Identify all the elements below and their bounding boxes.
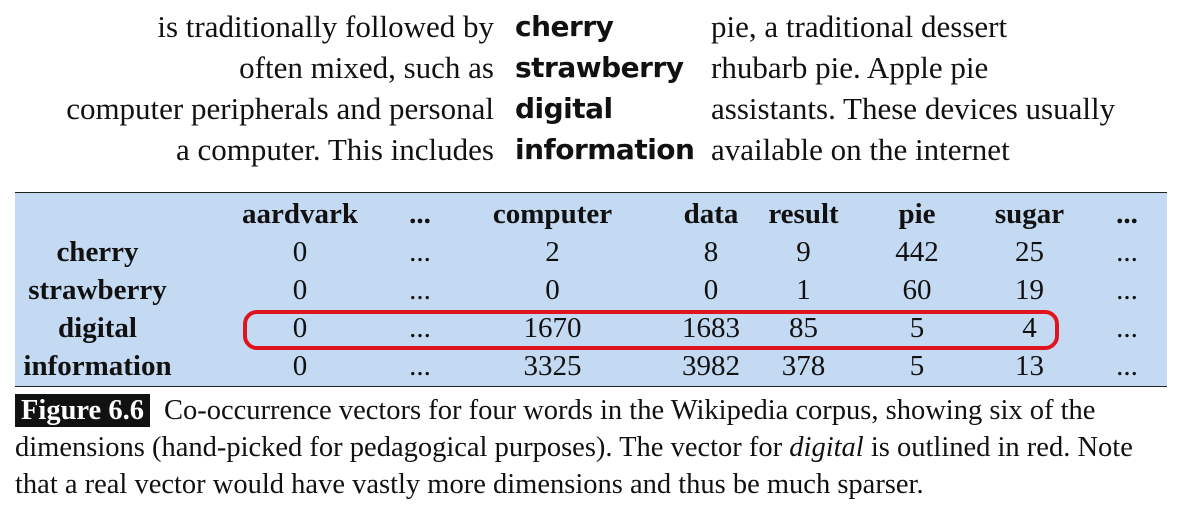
- concordance-line: is traditionally followed by cherry pie,…: [0, 6, 1187, 47]
- table-row: cherry 0 ... 2 8 9 442 25 ...: [15, 233, 1167, 271]
- table-cell: 1683: [682, 312, 740, 344]
- column-header: ...: [409, 198, 431, 230]
- table-cell: 5: [909, 350, 925, 382]
- table-row: information 0 ... 3325 3982 378 5 13 ...: [15, 347, 1167, 385]
- caption-emphasis: digital: [789, 432, 864, 463]
- table-cell: ...: [1116, 274, 1138, 306]
- concordance-line: a computer. This includes information av…: [0, 129, 1187, 170]
- caption-text: is outlined in red. Note that a real vec…: [15, 432, 1133, 500]
- table-cell: ...: [1116, 312, 1138, 344]
- cooccurrence-table: aardvark ... computer data result pie su…: [15, 192, 1167, 387]
- keyword: strawberry: [515, 51, 684, 84]
- right-context: pie, a traditional dessert: [711, 9, 1008, 44]
- table-row-highlighted: digital 0 ... 1670 1683 85 5 4 ...: [15, 309, 1167, 347]
- row-label: strawberry: [28, 274, 167, 306]
- table-cell: 0: [292, 274, 308, 306]
- concordance: is traditionally followed by cherry pie,…: [0, 6, 1187, 170]
- concordance-line: computer peripherals and personal digita…: [0, 88, 1187, 129]
- column-header: pie: [898, 198, 936, 230]
- concordance-line: often mixed, such as strawberry rhubarb …: [0, 47, 1187, 88]
- keyword: digital: [515, 92, 613, 125]
- table-cell: ...: [409, 350, 431, 382]
- table-cell: 0: [703, 274, 719, 306]
- table-row: strawberry 0 ... 0 0 1 60 19 ...: [15, 271, 1167, 309]
- keyword: cherry: [515, 10, 614, 43]
- table-cell: 2: [545, 236, 560, 268]
- figure-caption: Figure 6.6 Co-occurrence vectors for four…: [15, 392, 1173, 503]
- row-label: cherry: [56, 236, 139, 268]
- table-cell: 1: [796, 274, 811, 306]
- table-cell: 378: [781, 350, 826, 382]
- table-cell: ...: [409, 312, 431, 344]
- left-context: is traditionally followed by: [157, 9, 494, 44]
- table-cell: 0: [292, 312, 308, 344]
- table-cell: 442: [895, 236, 939, 268]
- left-context: computer peripherals and personal: [66, 91, 494, 126]
- left-context: often mixed, such as: [239, 50, 494, 85]
- right-context: assistants. These devices usually: [711, 91, 1116, 126]
- column-header: computer: [492, 198, 613, 230]
- column-header: aardvark: [242, 198, 358, 230]
- table-cell: ...: [409, 274, 431, 306]
- table-cell: 85: [789, 312, 818, 344]
- table-cell: 0: [292, 350, 308, 382]
- table-cell: ...: [1116, 236, 1138, 268]
- table-cell: 3325: [523, 350, 582, 382]
- figure-label: Figure 6.6: [15, 394, 150, 427]
- table-cell: 1670: [523, 312, 582, 344]
- table-header-row: aardvark ... computer data result pie su…: [15, 195, 1167, 233]
- right-context: available on the internet: [711, 132, 1010, 167]
- table-cell: ...: [409, 236, 431, 268]
- right-context: rhubarb pie. Apple pie: [711, 50, 989, 85]
- table-cell: 13: [1015, 350, 1044, 382]
- table-cell: 0: [545, 274, 560, 306]
- column-header: result: [768, 198, 839, 230]
- table-cell: 3982: [682, 350, 740, 382]
- table-cell: 25: [1015, 236, 1044, 268]
- keyword: information: [515, 133, 695, 166]
- left-context: a computer. This includes: [176, 132, 494, 167]
- column-header: sugar: [994, 198, 1065, 230]
- caption-text: Co-occurrence vectors for four words in …: [15, 395, 1096, 463]
- table-cell: 9: [796, 236, 811, 268]
- column-header: ...: [1116, 198, 1138, 230]
- table-cell: 4: [1022, 312, 1037, 344]
- table-cell: 8: [703, 236, 719, 268]
- table-cell: 19: [1015, 274, 1044, 306]
- table-cell: ...: [1116, 350, 1138, 382]
- table-cell: 60: [902, 274, 932, 306]
- column-header: data: [683, 198, 739, 230]
- row-label: information: [23, 350, 172, 382]
- row-label: digital: [58, 312, 137, 344]
- table-cell: 0: [292, 236, 308, 268]
- table-cell: 5: [909, 312, 925, 344]
